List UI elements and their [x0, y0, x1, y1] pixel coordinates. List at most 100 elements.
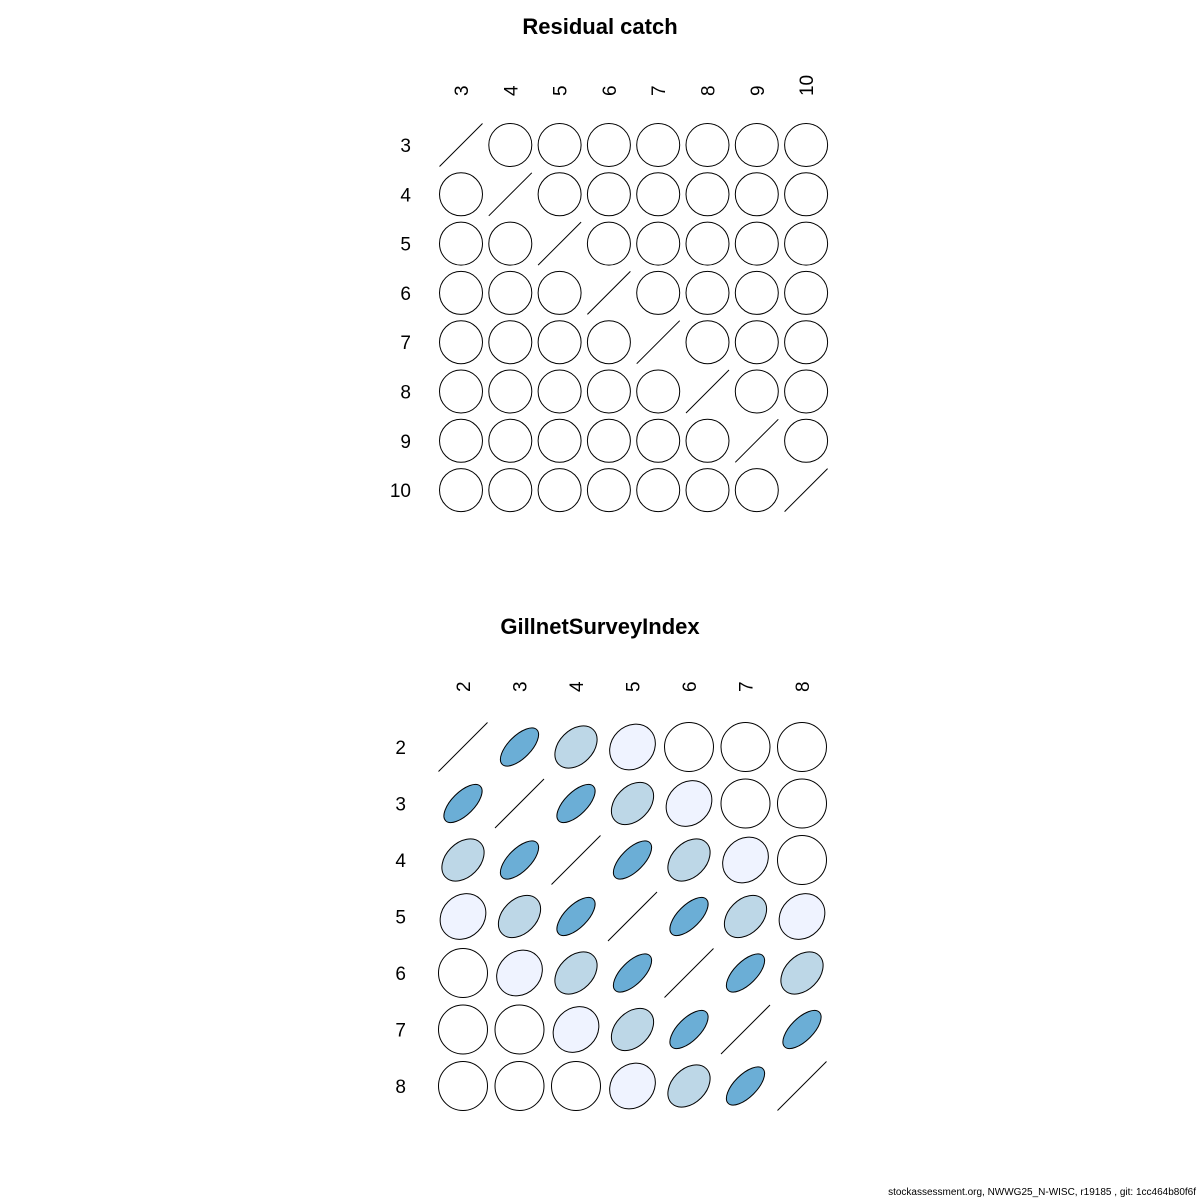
correlation-ellipse: [734, 270, 779, 315]
column-label: 5: [551, 85, 572, 96]
row-label: 7: [395, 1021, 406, 1042]
diagonal-line: [664, 948, 714, 998]
column-label: 8: [699, 85, 720, 96]
diagonal-line: [438, 722, 488, 772]
correlation-ellipse: [439, 369, 483, 414]
correlation-ellipse: [554, 951, 598, 995]
correlation-ellipse: [665, 780, 713, 827]
correlation-ellipse: [669, 1009, 709, 1050]
column-label: 10: [797, 75, 818, 96]
correlation-ellipse: [609, 1062, 656, 1110]
column-label: 5: [624, 681, 645, 692]
correlation-ellipse: [734, 172, 779, 217]
diagonal-line: [537, 221, 582, 266]
correlation-ellipse: [609, 723, 656, 771]
diagonal-line: [439, 123, 483, 167]
correlation-ellipse: [636, 468, 681, 513]
column-label: 9: [748, 85, 769, 96]
correlation-ellipse: [685, 270, 730, 315]
correlation-ellipse: [499, 727, 540, 767]
correlation-ellipse: [612, 840, 653, 880]
row-label: 5: [400, 235, 411, 256]
correlation-ellipse: [488, 468, 533, 513]
correlation-ellipse: [439, 418, 483, 463]
correlation-ellipse: [586, 123, 631, 167]
correlation-ellipse: [488, 418, 533, 463]
correlation-ellipse: [636, 418, 681, 463]
diagonal-line: [494, 778, 545, 829]
correlation-ellipse: [734, 221, 779, 266]
correlation-ellipse: [720, 778, 771, 829]
correlation-ellipse: [610, 1007, 655, 1052]
correlation-ellipse: [610, 781, 655, 826]
chart-title: Residual catch: [522, 14, 677, 39]
correlation-ellipse: [669, 896, 709, 937]
correlation-ellipse: [537, 418, 582, 463]
row-label: 3: [400, 136, 411, 157]
column-label: 8: [793, 681, 814, 692]
correlation-ellipse: [439, 172, 483, 217]
correlation-ellipse: [488, 221, 533, 266]
correlation-ellipse: [441, 838, 485, 882]
column-label: 4: [501, 85, 522, 96]
diagonal-line: [685, 369, 730, 414]
correlation-ellipse: [496, 949, 543, 997]
correlation-ellipse: [784, 320, 829, 365]
correlation-ellipse: [784, 418, 829, 463]
diagonal-line: [777, 1061, 827, 1111]
correlation-ellipse: [734, 320, 779, 365]
correlation-ellipse: [725, 1066, 766, 1106]
correlation-ellipse: [438, 1004, 488, 1055]
row-label: 7: [400, 333, 411, 354]
footer-credit: stockassessment.org, NWWG25_N-WISC, r191…: [888, 1187, 1196, 1198]
diagonal-line: [720, 1004, 771, 1055]
correlation-ellipse: [777, 778, 827, 829]
column-label: 7: [649, 85, 670, 96]
correlation-ellipse: [537, 270, 582, 315]
correlation-ellipse: [586, 468, 631, 513]
correlation-ellipse: [556, 783, 596, 824]
row-label: 6: [400, 284, 411, 305]
column-label: 7: [737, 681, 758, 692]
correlation-ellipse: [439, 320, 483, 365]
diagonal-line: [607, 891, 658, 942]
correlation-ellipse: [784, 221, 829, 266]
correlation-ellipse: [636, 221, 681, 266]
correlation-ellipse: [784, 123, 829, 167]
correlation-ellipse: [552, 1006, 600, 1053]
correlation-ellipse: [667, 838, 711, 882]
correlation-ellipse: [586, 172, 631, 217]
correlation-ellipse: [667, 1064, 711, 1108]
row-label: 9: [400, 432, 411, 453]
correlation-ellipse: [636, 369, 681, 414]
correlation-ellipse: [488, 320, 533, 365]
correlation-ellipse: [685, 418, 730, 463]
column-label: 3: [452, 85, 473, 96]
chart-title: GillnetSurveyIndex: [500, 614, 700, 639]
residual-catch-panel: Residual catch 3 3 4 4 5 5 6 6 7 7 8 8 9 9 10 10: [390, 14, 829, 513]
correlation-ellipse: [537, 172, 582, 217]
column-label: 6: [600, 85, 621, 96]
correlation-ellipse: [664, 722, 714, 772]
row-label: 3: [395, 795, 406, 816]
correlation-ellipse: [723, 894, 768, 939]
correlation-ellipse: [438, 948, 488, 998]
correlation-ellipse: [778, 893, 826, 940]
correlation-ellipse: [443, 783, 483, 824]
column-label: 3: [511, 681, 532, 692]
row-label: 6: [395, 964, 406, 985]
column-label: 4: [567, 681, 588, 692]
diagonal-line: [734, 418, 779, 463]
correlation-ellipse: [780, 951, 824, 995]
column-label: 2: [454, 681, 475, 692]
gillnet-survey-panel: GillnetSurveyIndex 2 2 3 3 4 4 5 5 6 6 7 7 8 8: [395, 614, 827, 1111]
correlation-ellipse: [488, 270, 533, 315]
correlation-ellipse: [554, 725, 598, 769]
correlation-ellipse: [586, 320, 631, 365]
correlation-ellipse: [720, 722, 771, 772]
row-label: 4: [400, 185, 411, 206]
correlation-ellipse: [784, 369, 829, 414]
diagonal-line: [784, 468, 828, 512]
correlation-ellipse: [734, 468, 779, 513]
correlation-ellipse: [556, 896, 596, 937]
